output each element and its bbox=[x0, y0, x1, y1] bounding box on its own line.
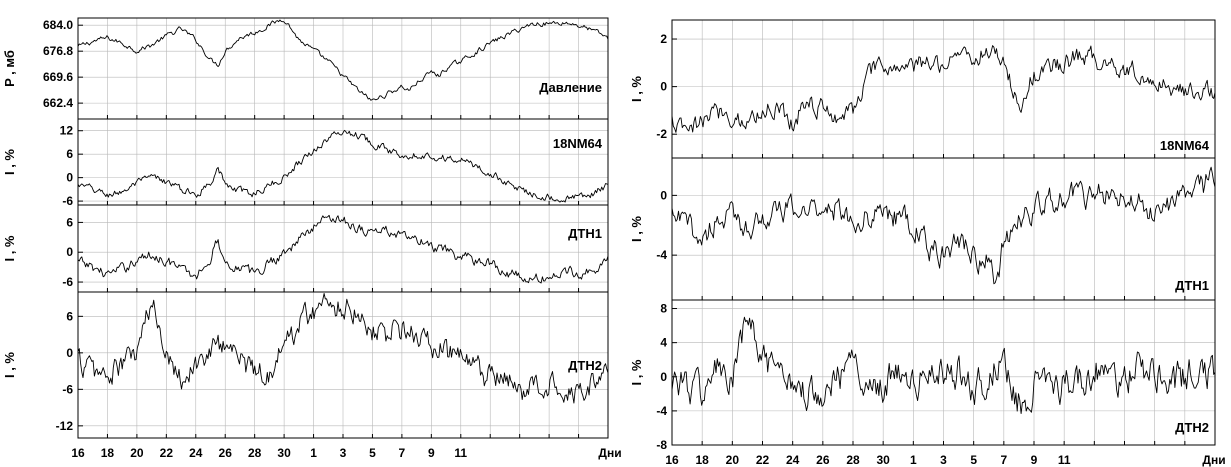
y-tick-label: 8 bbox=[660, 302, 667, 316]
x-tick-label: 1 bbox=[910, 453, 917, 467]
panel-3: 6 0 -6 -12 ДТН2 I , % bbox=[2, 292, 608, 438]
y-tick-label: 684.0 bbox=[43, 18, 73, 32]
y-axis-label: I , % bbox=[2, 149, 17, 175]
y-tick-label: 676.8 bbox=[43, 44, 73, 58]
x-tick-label: 20 bbox=[726, 453, 740, 467]
panel-6: 8 4 0 -4 -8 ДТН2 I , % bbox=[629, 300, 1215, 452]
x-tick-label: 7 bbox=[1000, 453, 1007, 467]
y-tick-label: -4 bbox=[656, 404, 667, 418]
x-tick-label: 30 bbox=[277, 446, 291, 460]
y-axis-label: I , % bbox=[629, 76, 644, 102]
panel-label: 18NM64 bbox=[1160, 138, 1210, 153]
panel-label: 18NM64 bbox=[553, 136, 603, 151]
x-tick-label: 11 bbox=[454, 446, 467, 460]
y-tick-label: -4 bbox=[656, 248, 667, 262]
y-tick-label: -12 bbox=[56, 419, 74, 433]
y-tick-label: 0 bbox=[66, 245, 73, 259]
y-tick-label: 12 bbox=[60, 124, 74, 138]
panel-1: 12 6 0 -6 18NM64 I , % bbox=[2, 119, 608, 208]
x-tick-label: 16 bbox=[71, 446, 85, 460]
x-tick-label: 30 bbox=[876, 453, 890, 467]
panel-label: ДТН1 bbox=[1175, 278, 1209, 293]
x-axis-label: Дни bbox=[598, 446, 621, 460]
y-axis-label: P , мб bbox=[2, 50, 17, 87]
x-tick-label: 26 bbox=[219, 446, 233, 460]
y-tick-label: -6 bbox=[62, 382, 73, 396]
y-tick-label: 0 bbox=[660, 188, 667, 202]
y-axis-label: I , % bbox=[629, 216, 644, 242]
y-axis-label: I , % bbox=[2, 235, 17, 261]
panel-2: 6 0 -6 ДТН1 I , % bbox=[2, 205, 608, 292]
panel-4: 2 0 -2 18NM64 I , % bbox=[629, 20, 1215, 158]
x-axis-label: Дни bbox=[1202, 453, 1225, 467]
y-tick-label: -6 bbox=[62, 194, 73, 208]
x-tick-label: 28 bbox=[846, 453, 860, 467]
y-tick-label: -6 bbox=[62, 275, 73, 289]
y-tick-label: 2 bbox=[660, 32, 667, 46]
y-tick-label: 0 bbox=[66, 171, 73, 185]
panel-label: ДТН2 bbox=[568, 358, 602, 373]
x-tick-label: 1 bbox=[310, 446, 317, 460]
x-tick-label: 16 bbox=[665, 453, 679, 467]
x-tick-label: 11 bbox=[1058, 453, 1071, 467]
y-tick-label: -8 bbox=[656, 438, 667, 452]
x-tick-label: 26 bbox=[816, 453, 830, 467]
x-tick-label: 5 bbox=[369, 446, 376, 460]
x-tick-label: 24 bbox=[189, 446, 203, 460]
x-tick-label: 28 bbox=[248, 446, 262, 460]
x-tick-label: 3 bbox=[340, 446, 347, 460]
y-axis-label: I , % bbox=[629, 359, 644, 385]
x-tick-label: 18 bbox=[101, 446, 115, 460]
x-tick-label: 7 bbox=[399, 446, 406, 460]
y-tick-label: 662.4 bbox=[43, 96, 73, 110]
y-tick-label: 669.6 bbox=[43, 70, 73, 84]
x-tick-label: 5 bbox=[970, 453, 977, 467]
x-tick-label: 18 bbox=[695, 453, 709, 467]
panel-label: ДТН1 bbox=[568, 226, 602, 241]
x-axis-left: 16 18 20 22 24 26 28 30 1 3 5 7 9 11 Дни bbox=[71, 446, 621, 460]
y-tick-label: 0 bbox=[660, 80, 667, 94]
y-tick-label: 0 bbox=[660, 370, 667, 384]
y-tick-label: 6 bbox=[66, 147, 73, 161]
y-tick-label: 0 bbox=[66, 346, 73, 360]
x-tick-label: 9 bbox=[1031, 453, 1038, 467]
panel-0: 684.0 676.8 669.6 662.4 Давление P , мб bbox=[2, 18, 608, 119]
y-tick-label: 6 bbox=[66, 215, 73, 229]
x-tick-label: 22 bbox=[160, 446, 174, 460]
panel-5: 0 -4 ДТН1 I , % bbox=[629, 158, 1215, 300]
x-tick-label: 24 bbox=[786, 453, 800, 467]
y-tick-label: 4 bbox=[660, 336, 667, 350]
y-tick-label: -2 bbox=[656, 127, 667, 141]
x-tick-label: 3 bbox=[940, 453, 947, 467]
panel-label: Давление bbox=[539, 80, 602, 95]
y-axis-label: I , % bbox=[2, 352, 17, 378]
x-axis-right: 16 18 20 22 24 26 28 30 1 3 5 7 9 11 Дни bbox=[665, 453, 1225, 467]
x-tick-label: 22 bbox=[756, 453, 770, 467]
panel-label: ДТН2 bbox=[1175, 420, 1209, 435]
x-tick-label: 20 bbox=[130, 446, 144, 460]
y-tick-label: 6 bbox=[66, 309, 73, 323]
x-tick-label: 9 bbox=[428, 446, 435, 460]
